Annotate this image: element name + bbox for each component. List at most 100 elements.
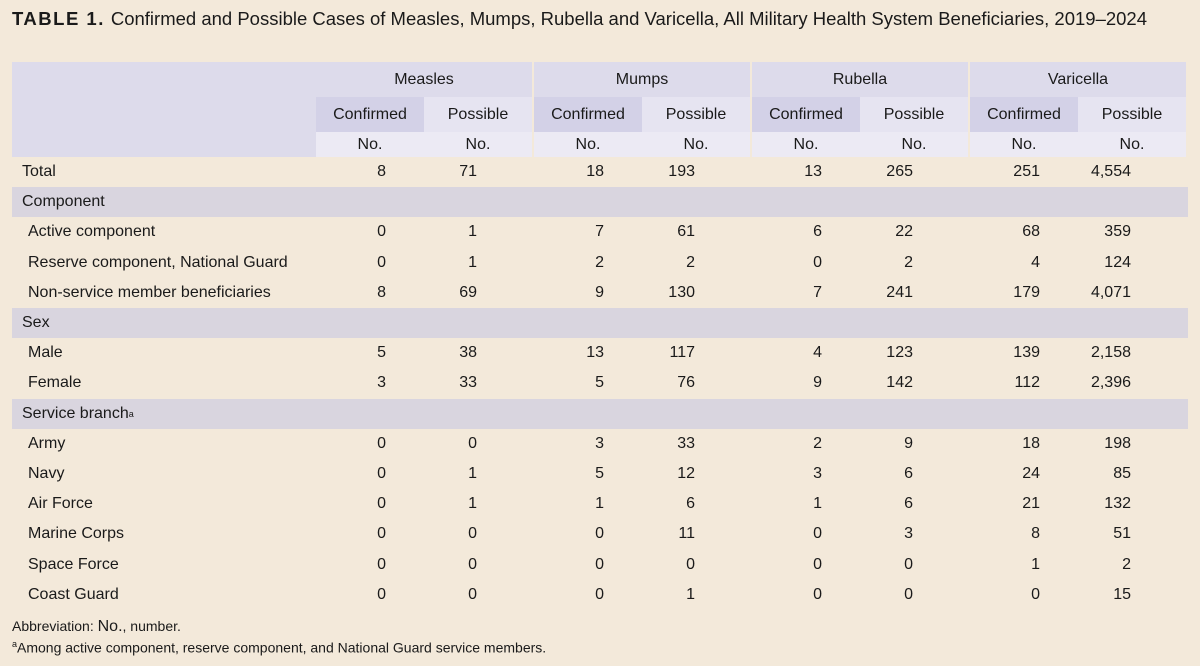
value-cell: 5 — [377, 344, 386, 362]
value-cell: 5 — [595, 374, 604, 392]
table-title: TABLE 1. Confirmed and Possible Cases of … — [12, 7, 1192, 30]
value-cell: 7 — [595, 223, 604, 241]
footnote-text: Among active component, reserve componen… — [17, 639, 547, 656]
value-cell: 0 — [377, 253, 386, 271]
value-cell: 0 — [377, 585, 386, 603]
value-cell: 1 — [468, 253, 477, 271]
value-cell: 0 — [813, 555, 822, 573]
value-cell: 139 — [1013, 344, 1040, 362]
column-header: Possible — [642, 97, 750, 132]
row-label: Navy — [28, 465, 65, 483]
value-cell: 0 — [377, 434, 386, 452]
value-cell: 124 — [1104, 253, 1131, 271]
section-row: Service branch a — [12, 398, 1188, 429]
value-cell: 0 — [595, 525, 604, 543]
abbreviation-note: Abbreviation: No., number. — [12, 618, 181, 636]
row-label: Space Force — [28, 555, 119, 573]
value-cell: 22 — [895, 223, 913, 241]
value-cell: 6 — [904, 495, 913, 513]
value-cell: 6 — [686, 495, 695, 513]
value-cell: 9 — [595, 283, 604, 301]
value-cell: 38 — [459, 344, 477, 362]
value-cell: 68 — [1022, 223, 1040, 241]
value-cell: 0 — [468, 585, 477, 603]
value-cell: 359 — [1104, 223, 1131, 241]
row-label: Female — [28, 374, 82, 392]
value-cell: 0 — [595, 555, 604, 573]
unit-header: No. — [424, 132, 532, 157]
value-cell: 8 — [377, 163, 386, 181]
value-cell: 117 — [669, 344, 695, 362]
value-cell: 1 — [1031, 555, 1040, 573]
value-cell: 0 — [377, 525, 386, 543]
value-cell: 33 — [677, 434, 695, 452]
group-gap — [968, 97, 970, 157]
value-cell: 0 — [904, 555, 913, 573]
value-cell: 12 — [677, 465, 695, 483]
value-cell: 61 — [677, 223, 695, 241]
unit-header: No. — [1078, 132, 1186, 157]
value-cell: 0 — [377, 223, 386, 241]
abbr-prefix: Abbreviation: — [12, 618, 94, 634]
group-gap — [750, 97, 752, 157]
value-cell: 2,396 — [1090, 374, 1131, 392]
value-cell: 2 — [813, 434, 822, 452]
group-header: Measles — [316, 62, 532, 97]
column-header: Possible — [1078, 97, 1186, 132]
value-cell: 241 — [886, 283, 913, 301]
value-cell: 0 — [468, 555, 477, 573]
value-cell: 130 — [668, 283, 695, 301]
value-cell: 179 — [1013, 283, 1040, 301]
value-cell: 1 — [468, 223, 477, 241]
section-label: Service branch — [22, 404, 129, 422]
value-cell: 0 — [1031, 585, 1040, 603]
footnote: aAmong active component, reserve compone… — [12, 639, 546, 656]
value-cell: 0 — [813, 253, 822, 271]
footnote-mark: a — [12, 639, 18, 649]
section-label: Component — [22, 193, 105, 211]
value-cell: 3 — [377, 374, 386, 392]
value-cell: 265 — [886, 163, 913, 181]
column-header: Possible — [424, 97, 532, 132]
value-cell: 0 — [468, 525, 477, 543]
row-label: Active component — [28, 223, 156, 241]
unit-header: No. — [970, 132, 1078, 157]
note-mark: a — [128, 408, 134, 419]
value-cell: 85 — [1113, 465, 1131, 483]
value-cell: 33 — [459, 374, 477, 392]
value-cell: 5 — [595, 465, 604, 483]
value-cell: 3 — [904, 525, 913, 543]
header-label-cell — [12, 62, 316, 157]
row-label: Air Force — [28, 495, 93, 513]
section-label: Sex — [22, 314, 50, 332]
value-cell: 69 — [459, 283, 477, 301]
unit-header: No. — [860, 132, 968, 157]
value-cell: 9 — [904, 434, 913, 452]
value-cell: 1 — [813, 495, 822, 513]
row-label: Male — [28, 344, 63, 362]
value-cell: 51 — [1113, 525, 1131, 543]
value-cell: 198 — [1104, 434, 1131, 452]
value-cell: 0 — [377, 465, 386, 483]
value-cell: 4,554 — [1090, 163, 1131, 181]
row-label: Non-service member beneficiaries — [28, 283, 271, 301]
row-label: Marine Corps — [28, 525, 125, 543]
value-cell: 18 — [1022, 434, 1040, 452]
value-cell: 112 — [1014, 374, 1040, 392]
value-cell: 251 — [1013, 163, 1040, 181]
column-header: Confirmed — [316, 97, 424, 132]
row-label: Army — [28, 434, 66, 452]
value-cell: 193 — [668, 163, 695, 181]
group-header: Varicella — [970, 62, 1186, 97]
value-cell: 2 — [1122, 555, 1131, 573]
value-cell: 7 — [813, 283, 822, 301]
value-cell: 21 — [1022, 495, 1040, 513]
value-cell: 0 — [686, 555, 695, 573]
value-cell: 8 — [1031, 525, 1040, 543]
value-cell: 13 — [586, 344, 604, 362]
value-cell: 123 — [886, 344, 913, 362]
value-cell: 18 — [586, 163, 604, 181]
value-cell: 24 — [1022, 465, 1040, 483]
value-cell: 2 — [904, 253, 913, 271]
